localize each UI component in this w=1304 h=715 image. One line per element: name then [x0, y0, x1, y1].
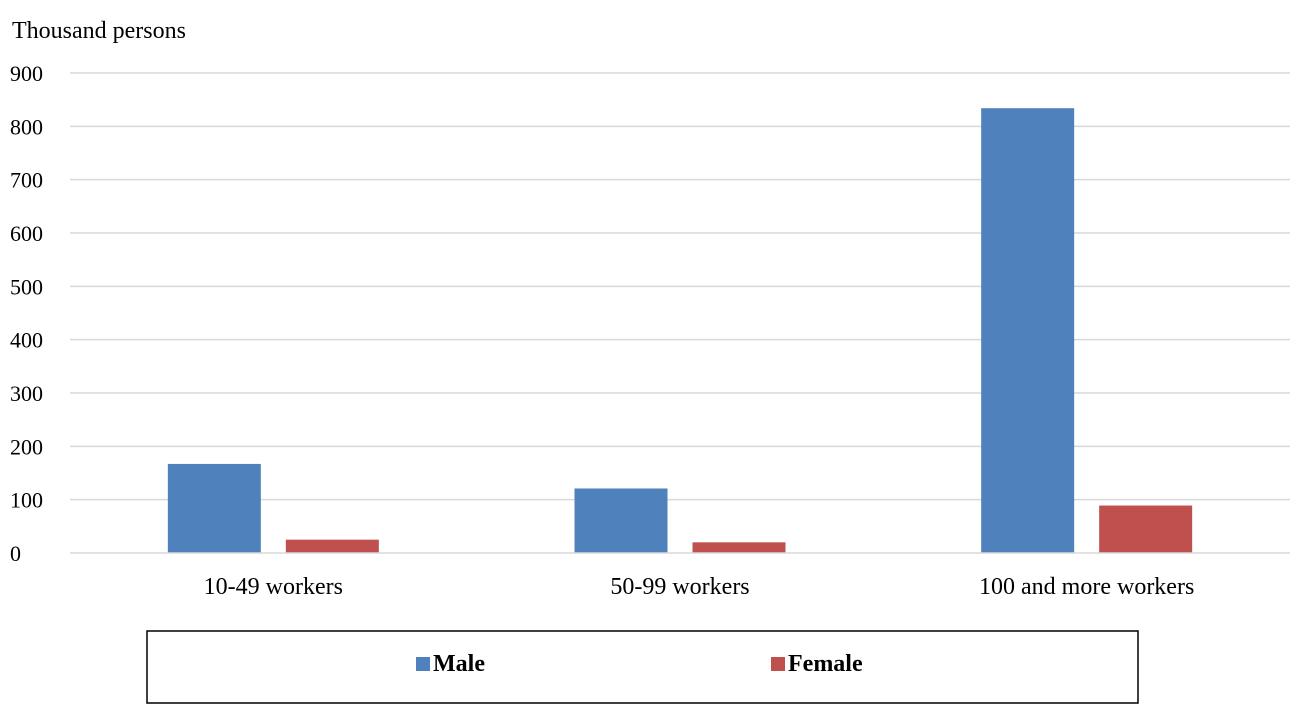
y-tick-label: 500	[10, 274, 43, 299]
y-tick-label: 300	[10, 381, 43, 406]
x-tick-label: 100 and more workers	[979, 574, 1194, 600]
y-tick-label: 800	[10, 114, 43, 139]
legend-label-female: Female	[788, 651, 863, 677]
gridlines	[70, 72, 1290, 501]
x-tick-labels: 10-49 workers 50-99 workers 100 and more w…	[204, 574, 1195, 600]
legend-swatch-male	[416, 657, 430, 671]
legend-swatch-female	[771, 657, 785, 671]
y-tick-label: 700	[10, 168, 43, 193]
bar-female	[1099, 505, 1193, 553]
bars	[167, 108, 1193, 553]
legend-label-male: Male	[433, 651, 485, 677]
bar-male	[574, 488, 668, 553]
y-tick-labels: 0 100 200 300 400 500 600 700 800 900	[10, 61, 43, 566]
x-tick-label: 50-99 workers	[610, 574, 749, 600]
y-tick-label: 900	[10, 61, 43, 86]
y-tick-label: 600	[10, 221, 43, 246]
x-tick-label: 10-49 workers	[204, 574, 343, 600]
y-tick-label: 100	[10, 488, 43, 513]
bar-female	[692, 542, 786, 553]
legend: Male Female	[146, 630, 1139, 704]
y-tick-label: 200	[10, 434, 43, 459]
bar-male	[981, 108, 1075, 553]
y-tick-label: 0	[10, 541, 21, 566]
legend-items: Male Female	[416, 651, 863, 677]
y-tick-label: 400	[10, 328, 43, 353]
y-axis-title: Thousand persons	[12, 18, 186, 44]
legend-box	[146, 630, 1139, 704]
bar-male	[167, 463, 261, 553]
bar-female	[285, 539, 379, 553]
